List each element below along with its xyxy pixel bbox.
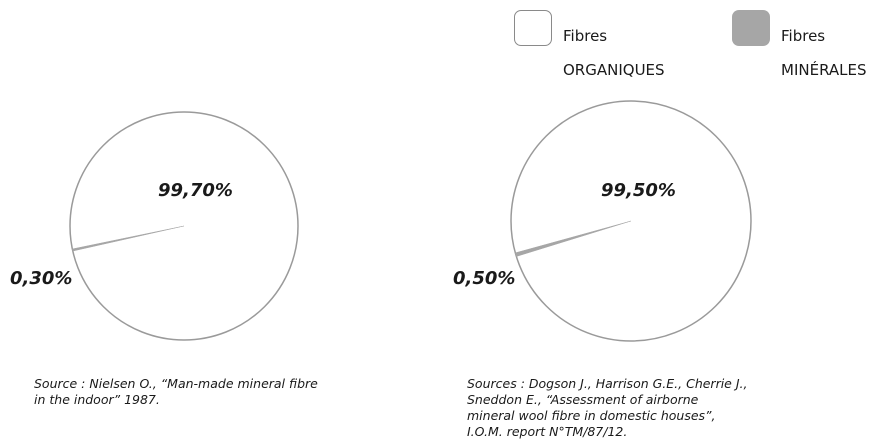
- legend-label-organic: Fibres ORGANIQUES: [563, 11, 665, 79]
- pie2-source-text: Sources : Dogson J., Harrison G.E., Cher…: [467, 376, 748, 439]
- pie2-slice-mineral: [515, 220, 632, 257]
- pie2-mineral-label: 0,50%: [453, 268, 516, 289]
- legend-swatch-mineral: [732, 10, 770, 46]
- pie2-organic-label: 99,50%: [601, 180, 676, 201]
- pie1-organic-label: 99,70%: [158, 180, 233, 201]
- pie1-slice-mineral: [72, 225, 185, 252]
- pie1-mineral-label: 0,30%: [10, 268, 73, 289]
- pie1-source: Source : Nielsen O., “Man-made mineral f…: [34, 360, 364, 408]
- pie1-source-text: Source : Nielsen O., “Man-made mineral f…: [34, 376, 318, 407]
- pie2-source: Sources : Dogson J., Harrison G.E., Cher…: [467, 360, 827, 440]
- legend-mineral-line1: Fibres: [781, 27, 826, 45]
- legend-mineral-line2: MINÉRALES: [781, 61, 867, 79]
- legend-organic-line2: ORGANIQUES: [563, 61, 665, 79]
- legend-organic-line1: Fibres: [563, 27, 608, 45]
- legend-swatch-organic: [514, 10, 552, 46]
- legend-label-mineral: Fibres MINÉRALES: [781, 11, 867, 79]
